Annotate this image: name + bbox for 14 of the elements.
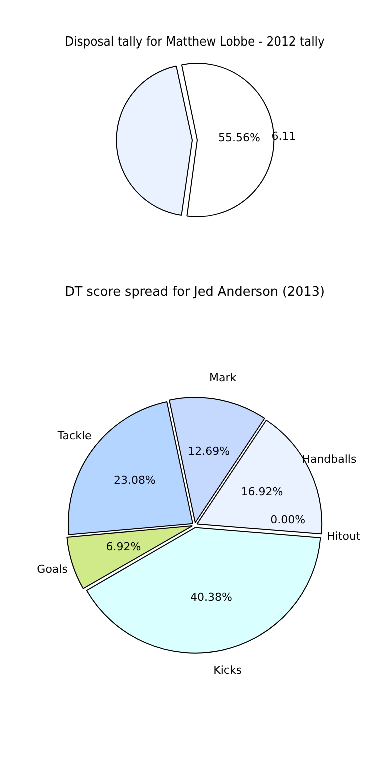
data-label: 40.38% <box>190 591 232 604</box>
category-label: Hitout <box>327 530 361 544</box>
data-label: 23.08% <box>114 474 156 487</box>
slice-label: Mark <box>210 371 238 384</box>
chart-title: DT score spread for Jed Anderson (2013) <box>65 285 325 300</box>
slice-label: Tackle <box>56 429 92 442</box>
data-label: 6.92% <box>106 540 142 554</box>
slice-label: Goals <box>37 563 68 576</box>
chart-title: Disposal tally for Matthew Lobbe - 2012 tally <box>65 34 325 50</box>
data-label: 55.56% <box>218 132 260 145</box>
data-label: 12.69% <box>188 444 230 458</box>
text: 0.00% <box>270 514 306 527</box>
slice-label: Kicks <box>214 664 242 677</box>
data-label: 16.92% <box>241 486 284 499</box>
